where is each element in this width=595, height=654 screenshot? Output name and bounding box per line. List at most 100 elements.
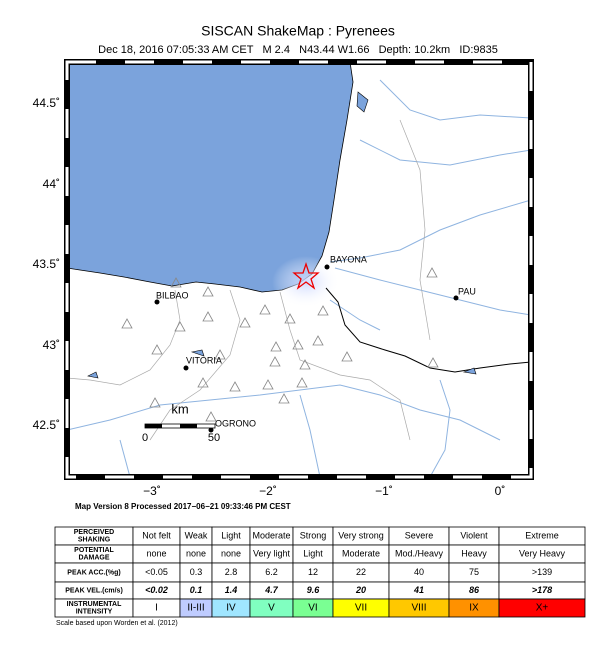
- lat-label: 44.5˚: [33, 96, 60, 110]
- row-header: DAMAGE: [78, 555, 109, 562]
- cell-text: IV: [226, 603, 236, 614]
- lagoon: [356, 91, 369, 113]
- lon-label: −2˚: [259, 484, 277, 498]
- station: [121, 267, 439, 422]
- cell-text: none: [221, 548, 241, 558]
- lon-label: 0˚: [495, 484, 506, 498]
- cell-text: IX: [469, 603, 479, 614]
- scale-bar-segment: [145, 424, 162, 428]
- row-header: INTENSITY: [76, 609, 113, 616]
- scale-unit: km: [171, 401, 188, 416]
- cell-text: X+: [536, 603, 549, 614]
- cell-text: VI: [308, 603, 317, 614]
- cell-text: <0.02: [145, 585, 168, 595]
- title: SISCAN ShakeMap : Pyrenees: [201, 23, 395, 39]
- city-dot: [208, 427, 214, 433]
- province-border: [67, 289, 181, 386]
- river: [299, 394, 321, 477]
- cell-text: 20: [355, 585, 366, 595]
- cell-text: >139: [532, 567, 552, 577]
- row-header: PEAK VEL.(cm/s): [65, 587, 123, 594]
- version-note: Map Version 8 Processed 2017−06−21 09:33…: [75, 502, 291, 511]
- cell-text: 75: [469, 567, 479, 577]
- cell-text: Heavy: [461, 548, 487, 558]
- city-dot: [183, 365, 189, 371]
- cell-text: 2.8: [225, 567, 238, 577]
- cell-text: Not felt: [142, 530, 171, 540]
- lon-label: −1˚: [375, 484, 393, 498]
- subtitle: Dec 18, 2016 07:05:33 AM CET M 2.4 N43.4…: [98, 44, 498, 56]
- city-label: BILBAO: [156, 290, 189, 300]
- river: [334, 267, 531, 316]
- river: [359, 139, 531, 166]
- river: [429, 379, 451, 477]
- cell-text: Mod./Heavy: [395, 548, 444, 558]
- cell-text: 4.7: [264, 585, 279, 595]
- lat-label: 43.5˚: [33, 257, 60, 271]
- city-dot: [324, 264, 330, 270]
- map-frame-ticks: [65, 60, 533, 479]
- lat-label: 43˚: [43, 338, 60, 352]
- lat-label: 42.5˚: [33, 418, 60, 432]
- row-header: PEAK ACC.(%g): [67, 569, 120, 576]
- row-header: POTENTIAL: [74, 547, 114, 554]
- cell-text: 9.6: [307, 585, 321, 595]
- ocean: [67, 62, 354, 293]
- province-border: [149, 289, 241, 441]
- cell-text: 40: [414, 567, 424, 577]
- city-label: PAU: [458, 286, 476, 296]
- lat-label: 44˚: [43, 177, 60, 191]
- cell-text: Severe: [405, 530, 434, 540]
- city-label: VITORIA: [186, 355, 222, 365]
- lon-label: −3˚: [143, 484, 161, 498]
- epicenter: [292, 261, 320, 290]
- river: [329, 199, 531, 263]
- cell-text: >178: [532, 585, 552, 595]
- cell-text: VIII: [411, 603, 426, 614]
- cell-text: II-III: [187, 603, 204, 614]
- cell-text: 86: [469, 585, 480, 595]
- cell-text: 6.2: [265, 567, 278, 577]
- city-label: OGRONO: [215, 418, 256, 428]
- cell-text: Light: [303, 548, 323, 558]
- scale-bar: km 0 50: [142, 401, 220, 443]
- river: [67, 384, 501, 441]
- map: BAYONA BILBAO PAU VITORIA OGRONO km 0 50: [67, 62, 531, 477]
- row-header: SHAKING: [78, 537, 111, 544]
- reservoir: [87, 349, 477, 379]
- cell-text: Very strong: [338, 530, 384, 540]
- river: [379, 79, 531, 121]
- city-dot: [453, 295, 459, 301]
- stations: [121, 267, 439, 422]
- cell-text: 22: [356, 567, 366, 577]
- province-border: [399, 119, 431, 341]
- city-dot: [154, 299, 160, 305]
- cell-text: Very Heavy: [519, 548, 566, 558]
- scale-end: 50: [208, 432, 220, 444]
- footnote: Scale based upon Worden et al. (2012): [56, 620, 178, 627]
- cell-text: Moderate: [252, 530, 290, 540]
- city-label: BAYONA: [330, 254, 367, 264]
- cell-text: 0.3: [190, 567, 203, 577]
- province-border: [279, 291, 411, 441]
- cell-text: Very light: [253, 548, 291, 558]
- national-border: [325, 287, 531, 373]
- cell-text: Moderate: [342, 548, 380, 558]
- cell-text: Light: [221, 530, 241, 540]
- row-header: PERCEIVED: [74, 529, 114, 536]
- cell-text: VII: [355, 603, 367, 614]
- cell-text: none: [146, 548, 166, 558]
- cell-text: 12: [308, 567, 318, 577]
- cell-text: none: [186, 548, 206, 558]
- scale-start: 0: [142, 432, 148, 444]
- river: [119, 439, 131, 477]
- table-cell: [498, 598, 586, 618]
- row-header: INSTRUMENTAL: [67, 601, 122, 608]
- cell-text: 0.1: [190, 585, 203, 595]
- river: [329, 299, 381, 331]
- cell-text: 1.4: [225, 585, 238, 595]
- cell-text: V: [268, 603, 275, 614]
- cell-text: <0.05: [145, 567, 168, 577]
